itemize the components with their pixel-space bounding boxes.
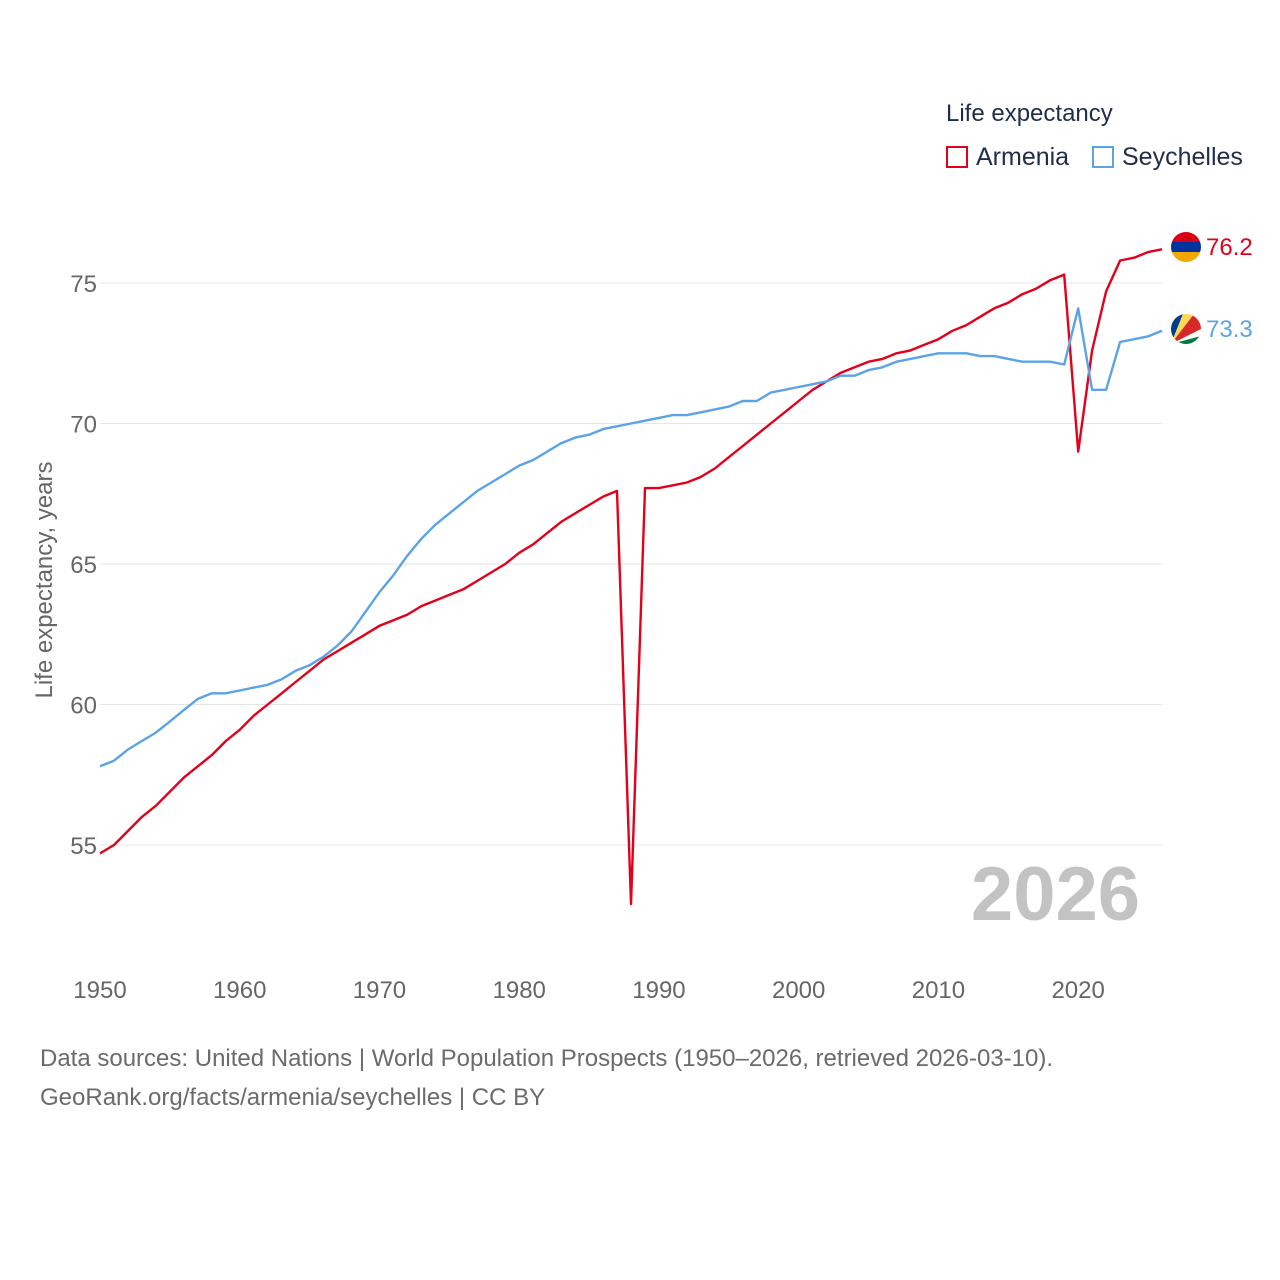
x-axis-ticks: 1950 1960 1970 1980 1990 2000 2010 2020: [73, 977, 1105, 1004]
armenia-flag-icon: [1171, 232, 1201, 262]
legend-label-armenia: Armenia: [976, 142, 1070, 171]
armenia-end-value: 76.2: [1206, 234, 1253, 261]
year-watermark: 2026: [971, 852, 1140, 937]
series-end-markers: 76.2 73.3: [1171, 232, 1253, 344]
y-tick-label: 70: [70, 412, 97, 439]
x-tick-label: 2020: [1051, 977, 1104, 1004]
legend-item-armenia[interactable]: Armenia: [946, 142, 1069, 172]
y-axis-label: Life expectancy, years: [31, 461, 58, 698]
x-tick-label: 1970: [353, 977, 406, 1004]
y-axis-ticks: 55 60 65 70 75: [70, 271, 97, 860]
x-tick-label: 2010: [912, 977, 965, 1004]
seychelles-end-value: 73.3: [1206, 316, 1253, 343]
x-tick-label: 1990: [632, 977, 685, 1004]
legend-title: Life expectancy: [946, 100, 1113, 127]
legend-label-seychelles: Seychelles: [1122, 142, 1243, 171]
legend-item-seychelles[interactable]: Seychelles: [1092, 142, 1243, 172]
grid-lines: [100, 282, 1162, 846]
x-tick-label: 1950: [73, 977, 126, 1004]
line-chart: 55 60 65 70 75 1950 1960 1970 1980 1990 2000 2010 2…: [31, 232, 1253, 1004]
y-tick-label: 60: [70, 693, 97, 720]
x-tick-label: 1980: [493, 977, 546, 1004]
y-tick-label: 55: [70, 833, 97, 860]
series-line-seychelles: [99, 307, 1163, 768]
source-line-1: Data sources: United Nations | World Pop…: [40, 1045, 1054, 1072]
series-lines: [99, 248, 1163, 906]
x-tick-label: 2000: [772, 977, 825, 1004]
series-line-armenia: [99, 248, 1163, 906]
y-tick-label: 65: [70, 552, 97, 579]
x-tick-label: 1960: [213, 977, 266, 1004]
y-tick-label: 75: [70, 271, 97, 298]
seychelles-flag-icon: [1171, 314, 1201, 344]
legend-swatch-armenia: [946, 146, 968, 168]
legend-swatch-seychelles: [1092, 146, 1114, 168]
source-line-2[interactable]: GeoRank.org/facts/armenia/seychelles | C…: [40, 1084, 546, 1111]
